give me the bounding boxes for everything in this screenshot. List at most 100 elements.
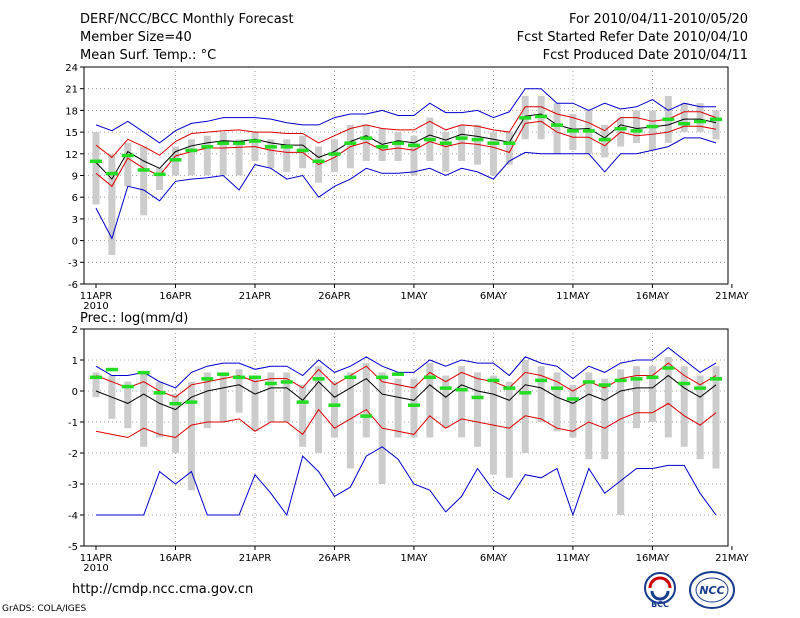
prec-obs-marker [535,378,548,383]
temp-xtick-label: 1MAY [400,291,428,302]
temp-range-bar [187,139,195,176]
temp-mean-line [95,113,717,180]
prec-obs-marker [598,383,611,387]
prec-obs-marker [137,370,150,375]
temp-range-bar [283,139,291,172]
prec-range-bar [235,369,243,413]
temp-obs-marker [646,124,659,129]
prec-xtick-label: 26APR [318,553,351,564]
prec-min-line [96,446,717,517]
prec-obs-marker [646,375,659,380]
temp-range-bar [553,103,561,154]
prec-range-bar [267,372,275,422]
grads-credit: GrADS: COLA/IGES [2,604,87,614]
temp-obs-marker [201,145,214,149]
prec-obs-marker [185,400,198,404]
temp-obs-marker [519,116,532,120]
prec-ytick-label: -4 [68,511,78,522]
prec-range-bar [680,366,688,447]
prec-xtick-label: 11MAY [556,553,590,564]
temp-ytick-label: 24 [65,63,78,74]
prec-frame [83,328,729,547]
temp-xtick-label: 21APR [239,291,272,302]
temp-plus-sd-line [95,106,717,159]
prec-xtick-year: 2010 [83,563,108,574]
prec-range-bar [171,394,179,453]
prec-obs-marker [407,403,420,407]
temp-obs-marker [487,141,500,145]
prec-obs-marker [233,375,246,380]
prec-xtick-label: 16APR [159,553,192,564]
temp-obs-marker [137,168,150,172]
temp-obs-marker [407,143,420,148]
prec-range-bar [553,372,561,432]
prec-range-bar [569,384,577,438]
prec-ytick-label: 1 [72,356,78,367]
temp-obs-marker [185,148,198,153]
prec-obs-marker [360,414,373,418]
temp-range-bar [267,139,275,169]
bcc-logo: BCC [640,570,680,610]
prec-obs-marker [566,397,579,401]
prec-title: Prec.: log(mm/d) [80,311,188,326]
prec-xtick-label: 21MAY [715,553,749,564]
title-left: DERF/NCC/BCC Monthly Forecast [80,12,294,27]
prec-ytick-label: 0 [72,387,78,398]
temp-min-line [95,137,717,240]
member-size: Member Size=40 [80,30,192,45]
temp-obs-marker [169,158,182,162]
prec-xtick-label: 16MAY [636,553,670,564]
prec-obs-marker [105,367,118,372]
temp-obs-marker [90,159,102,164]
prec-ytick-label: 2 [72,325,78,336]
temp-range-bar [410,135,418,176]
prec-range-bar [633,366,641,429]
temp-xtick-label: 16MAY [636,291,670,302]
temp-range-bar [712,110,720,140]
temp-ytick-label: 12 [65,150,78,161]
prec-range-bar [92,372,100,398]
prec-range-bar [474,372,482,447]
prec-xtick-label: 21APR [239,553,272,564]
temp-range-bar [633,110,641,143]
temp-max-line [95,88,716,144]
prec-obs-marker [376,375,389,380]
temp-obs-marker [153,172,166,177]
prec-obs-marker [121,384,134,389]
prec-ytick-label: -5 [68,542,78,553]
temp-obs-marker [455,136,468,140]
prec-mean-line [95,374,717,411]
prec-obs-marker [471,395,484,400]
temp-xtick-label: 11APR [80,291,113,302]
temp-obs-marker [248,139,261,143]
temp-obs-marker [551,123,564,127]
temp-ytick-label: -6 [68,280,78,291]
prec-obs-marker [328,403,341,407]
temp-obs-marker [344,141,357,145]
temp-obs-marker [360,136,373,140]
prec-range-bar [648,366,656,422]
prec-obs-marker [503,386,516,390]
temp-obs-marker [376,145,389,149]
prec-ytick-label: -1 [68,418,78,429]
prec-ytick-label: -3 [68,480,78,491]
prec-range-bar [283,372,291,422]
prec-panel: Prec.: log(mm/d) -5 -4 -3 -2 -1 0 1 2 11APR 16APR 2… [68,311,750,574]
temp-range-bar [219,132,227,176]
prec-ytick-label: -2 [68,449,78,460]
temp-ytick-label: -3 [68,258,78,269]
temp-obs-marker [471,137,484,142]
temp-obs-marker [535,114,548,119]
prec-minus-sd-line [95,402,717,439]
prec-obs-marker [280,380,293,384]
prec-range-bar [140,372,148,447]
prec-xtick-label: 6MAY [480,553,508,564]
ncc-logo-text: NCC [699,584,724,597]
prec-range-bar [601,378,609,460]
prec-range-bar [346,372,354,469]
temp-obs-marker [582,129,595,133]
temp-obs-marker [439,141,452,145]
source-url[interactable]: http://cmdp.ncc.cma.gov.cn [72,582,254,597]
temp-range-bar [108,153,116,256]
